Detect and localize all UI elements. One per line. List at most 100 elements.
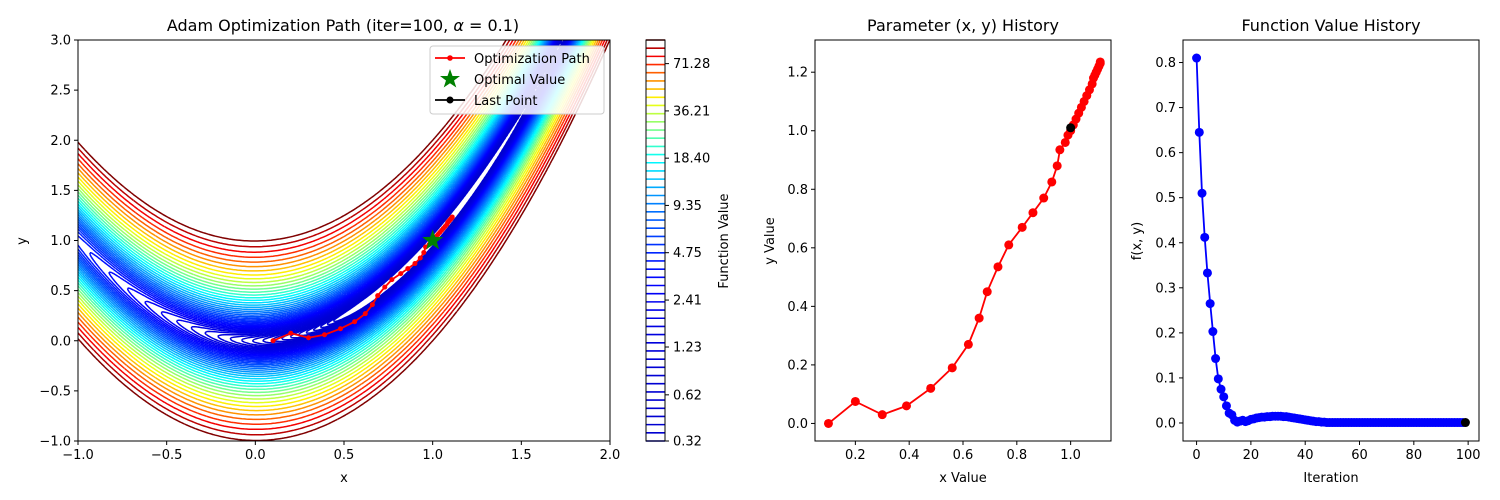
parameter-history-x-ticks: 0.2 0.4 0.6 0.8 1.0 [845, 441, 1081, 463]
optimization-path [270, 214, 455, 344]
legend-last-marker [446, 96, 454, 104]
path-point [321, 332, 327, 338]
colorbar-tick-label: 0.62 [673, 388, 702, 403]
colorbar-tick-label: 0.32 [673, 435, 702, 450]
fval-point [1192, 53, 1202, 63]
path-point [352, 319, 358, 325]
param-point [1039, 193, 1049, 203]
path-point [288, 330, 294, 336]
param-point [1060, 137, 1070, 147]
fval-point [1219, 392, 1229, 402]
parameter-history-x-label: x Value [939, 471, 987, 486]
fval-point [1221, 401, 1231, 411]
param-point [1004, 240, 1014, 250]
contour-x-label: x [340, 471, 348, 486]
y-tick-label: 1.0 [787, 124, 808, 139]
colorbar [646, 39, 665, 442]
fval-point [1197, 188, 1207, 198]
y-tick-label: 0.0 [1155, 416, 1176, 431]
y-tick-label: 0.6 [787, 241, 808, 256]
x-tick-label: 1.5 [511, 448, 532, 463]
param-point [993, 262, 1003, 272]
y-tick-label: 1.0 [50, 234, 71, 249]
legend-entry-last: Last Point [474, 94, 538, 109]
colorbar-ticks: 0.32 0.62 1.23 2.41 4.75 9.35 18.40 36.21 71.28 [665, 57, 710, 450]
function-history-panel: Function Value History 0 20 40 60 80 100 0.00… [1130, 16, 1481, 486]
y-tick-label: 3.0 [50, 34, 71, 49]
param-point [1028, 208, 1038, 218]
y-tick-label: 2.0 [50, 134, 71, 149]
y-tick-label: 0.3 [1155, 281, 1176, 296]
y-tick-label: 0.5 [50, 284, 71, 299]
param-point [974, 313, 984, 323]
contour-panel: Adam Optimization Path (iter=100, α = 0.… [15, 16, 732, 486]
x-tick-label: 0 [1192, 448, 1200, 463]
colorbar-tick-label: 9.35 [673, 199, 702, 214]
x-tick-label: 1.0 [1060, 448, 1081, 463]
param-last-point [1066, 123, 1076, 133]
path-point [398, 271, 404, 277]
y-tick-label: −0.5 [39, 384, 71, 399]
param-point [901, 401, 911, 411]
x-tick-label: 2.0 [600, 448, 621, 463]
y-tick-label: 0.4 [1155, 236, 1176, 251]
y-tick-label: −1.0 [39, 435, 71, 450]
param-point [926, 383, 936, 393]
legend-entry-path: Optimization Path [474, 52, 590, 67]
y-tick-label: 0.7 [1155, 101, 1176, 116]
fval-point [1213, 374, 1223, 384]
x-tick-label: 40 [1297, 448, 1314, 463]
path-point [369, 302, 375, 308]
x-tick-label: −1.0 [62, 448, 94, 463]
parameter-history-frame [814, 39, 1112, 442]
path-point [306, 335, 312, 341]
y-tick-label: 0.0 [50, 334, 71, 349]
legend-path-marker [447, 55, 453, 61]
legend-box [429, 45, 605, 115]
param-point [823, 418, 833, 428]
x-tick-label: 0.8 [1006, 448, 1027, 463]
x-tick-label: 0.0 [245, 448, 266, 463]
path-point [412, 261, 418, 267]
x-tick-label: −0.5 [151, 448, 183, 463]
colorbar-tick-label: 1.23 [673, 341, 702, 356]
param-point [850, 396, 860, 406]
y-tick-label: 0.8 [787, 183, 808, 198]
path-point [417, 255, 423, 261]
x-tick-label: 80 [1406, 448, 1423, 463]
fval-point [1205, 299, 1215, 309]
x-tick-label: 20 [1243, 448, 1260, 463]
function-history-x-ticks: 0 20 40 60 80 100 [1192, 441, 1481, 463]
y-tick-label: 0.5 [1155, 191, 1176, 206]
param-point [1047, 177, 1057, 187]
contour-x-ticks: −1.0 −0.5 0.0 0.5 1.0 1.5 2.0 [62, 441, 620, 463]
path-point [382, 284, 388, 290]
x-tick-label: 0.4 [899, 448, 920, 463]
colorbar-tick-label: 18.40 [673, 152, 710, 167]
y-tick-label: 0.2 [1155, 326, 1176, 341]
parameter-history-y-ticks: 0.0 0.2 0.4 0.6 0.8 1.0 1.2 [787, 66, 815, 432]
path-point [337, 326, 343, 332]
fval-point [1202, 268, 1212, 278]
path-point [375, 293, 381, 299]
y-tick-label: 0.6 [1155, 146, 1176, 161]
param-point [963, 339, 973, 349]
param-point [982, 287, 992, 297]
param-point [1052, 161, 1062, 171]
function-history-y-ticks: 0.0 0.1 0.2 0.3 0.4 0.5 0.6 0.7 0.8 [1155, 56, 1183, 431]
param-point [1017, 222, 1027, 232]
contour-y-ticks: −1.0 −0.5 0.0 0.5 1.0 1.5 2.0 2.5 3.0 [39, 34, 78, 450]
fval-point [1216, 384, 1226, 394]
legend-star-icon [440, 69, 460, 88]
fval-point [1194, 127, 1204, 137]
y-tick-label: 2.5 [50, 84, 71, 99]
function-history-x-label: Iteration [1303, 471, 1358, 486]
fval-last-point [1460, 418, 1470, 428]
parameter-history-panel: Parameter (x, y) History 0.2 0.4 0.6 0.8 1.0… [763, 16, 1112, 486]
function-history-title: Function Value History [1241, 16, 1420, 35]
parameter-history-y-label: y Value [763, 217, 778, 265]
colorbar-label: Function Value [717, 193, 732, 288]
legend-entry-optimal: Optimal Value [474, 73, 565, 88]
param-point [877, 410, 887, 420]
